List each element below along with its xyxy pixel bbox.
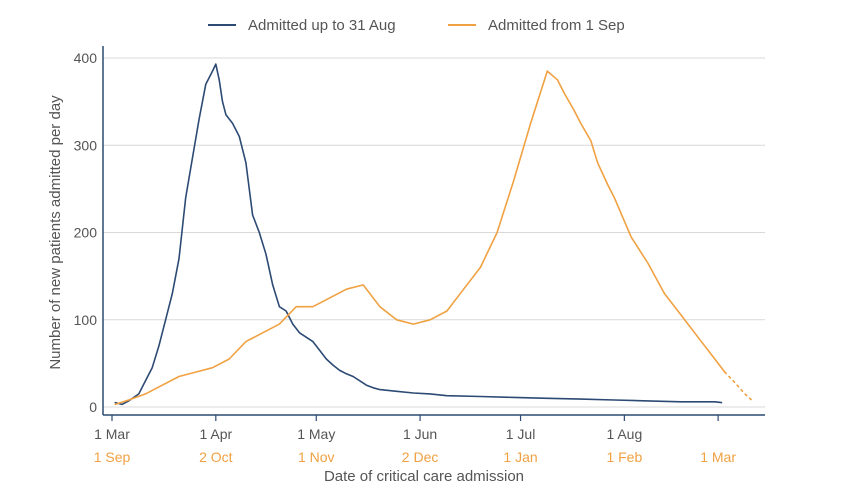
legend-label: Admitted up to 31 Aug [248, 17, 396, 34]
x-tick-label-primary: 1 Jun [403, 426, 437, 442]
series-line-projection [723, 371, 753, 401]
y-tick-label: 200 [74, 225, 98, 241]
x-tick-label-secondary: 1 Sep [94, 449, 131, 465]
y-tick-label: 400 [74, 50, 98, 66]
axes [102, 46, 765, 421]
axis-labels: 0 100 200 300 400 1 Mar 1 Apr 1 May 1 Jun 1 Jul 1 … [47, 50, 736, 485]
x-tick-label-secondary: 1 Jan [503, 449, 537, 465]
legend-label: Admitted from 1 Sep [488, 17, 625, 34]
x-tick-label-secondary: 1 Mar [700, 449, 736, 465]
x-tick-label-primary: 1 Jul [506, 426, 536, 442]
x-tick-label-secondary: 2 Oct [199, 449, 233, 465]
legend: Admitted up to 31 Aug Admitted from 1 Sep [208, 17, 625, 34]
y-axis-title: Number of new patients admitted per day [47, 95, 64, 370]
x-tick-label-primary: 1 Mar [94, 426, 130, 442]
series-line-1 [114, 70, 726, 406]
y-tick-label: 300 [74, 137, 98, 153]
x-tick-label-secondary: 2 Dec [402, 449, 439, 465]
gridlines [103, 57, 765, 408]
x-tick-label-secondary: 1 Feb [606, 449, 642, 465]
y-tick-label: 0 [89, 399, 97, 415]
series-lines [114, 63, 753, 406]
series-line-0 [114, 63, 723, 406]
x-tick-label-secondary: 1 Nov [298, 449, 335, 465]
x-tick-label-primary: 1 Apr [199, 426, 232, 442]
x-tick-label-primary: 1 Aug [606, 426, 642, 442]
x-axis-title: Date of critical care admission [324, 468, 524, 485]
x-tick-label-primary: 1 May [297, 426, 335, 442]
y-tick-label: 100 [74, 312, 98, 328]
